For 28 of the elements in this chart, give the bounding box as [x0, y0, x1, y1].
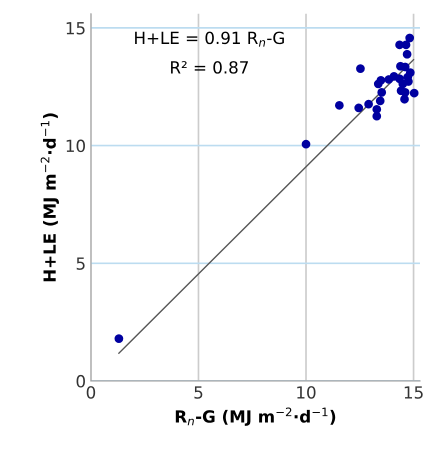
point [356, 64, 365, 73]
y-axis-title: H+LE (MJ m$^{−2}$·d$^{−1}$) [40, 113, 60, 282]
point [377, 88, 386, 97]
point [410, 88, 419, 98]
y-tick-label: 10 [66, 140, 85, 152]
point [400, 94, 409, 104]
point [405, 34, 414, 42]
point [354, 104, 364, 112]
point [302, 140, 310, 149]
x-tick-label: 15 [404, 386, 423, 399]
x-tick-label: 5 [194, 386, 202, 399]
point [114, 334, 124, 343]
point [334, 100, 344, 110]
point [376, 96, 385, 106]
x-axis-title: R$_{n}$-G (MJ m$^{−2}$·d$^{−1}$) [176, 408, 336, 426]
point [376, 76, 386, 85]
point [364, 100, 373, 109]
point [402, 50, 412, 59]
annotation: R² = 0.87 [171, 61, 248, 74]
y-tick-label: 5 [76, 257, 85, 270]
point [372, 112, 382, 121]
x-tick-label: 0 [86, 386, 96, 399]
y-tick-label: 15 [66, 22, 85, 34]
point [372, 104, 382, 114]
annotation: H+LE = 0.91 R$_{n}$-G [135, 32, 284, 47]
point [402, 40, 410, 50]
x-tick-label: 10 [297, 386, 316, 399]
y-tick-label: 0 [76, 374, 85, 388]
